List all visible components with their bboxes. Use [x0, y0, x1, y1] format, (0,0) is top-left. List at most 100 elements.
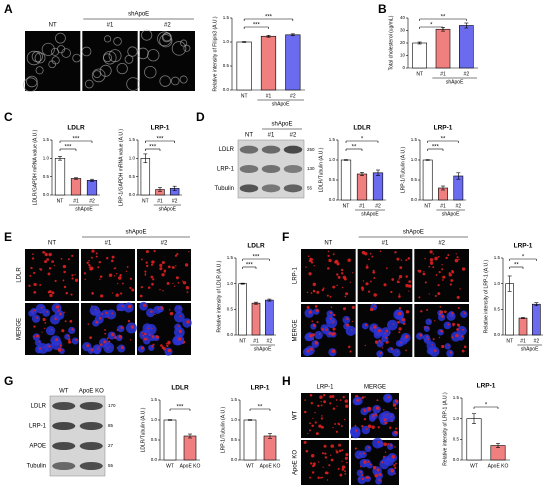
cell [31, 51, 43, 63]
puncta [67, 334, 70, 337]
nucleus [361, 322, 369, 330]
bar [265, 299, 274, 336]
nucleus [64, 333, 71, 340]
bar [435, 28, 451, 69]
puncta [309, 393, 313, 397]
puncta [336, 405, 338, 407]
puncta [346, 323, 350, 327]
puncta [456, 328, 459, 331]
puncta [39, 284, 42, 287]
puncta [41, 331, 43, 333]
puncta [115, 293, 119, 297]
puncta [161, 346, 165, 350]
puncta [398, 307, 402, 310]
x-tick-label: #2 [464, 71, 470, 77]
error-bar [172, 185, 177, 191]
nucleus [148, 344, 155, 351]
puncta [428, 293, 430, 295]
puncta [104, 329, 106, 331]
cell [161, 32, 172, 43]
puncta [320, 400, 322, 403]
marker-label: 55 [307, 186, 313, 191]
nucleus [448, 311, 455, 318]
puncta [33, 309, 37, 312]
group-label: shApoE [446, 79, 464, 85]
nucleus [146, 308, 155, 318]
puncta [147, 338, 149, 341]
puncta [86, 344, 90, 348]
marker-label: 130 [307, 166, 315, 171]
cell [84, 79, 94, 89]
puncta [28, 284, 31, 287]
nucleus [117, 302, 127, 312]
puncta [408, 290, 410, 292]
puncta [392, 323, 395, 325]
puncta [140, 286, 143, 289]
error-bar [360, 172, 364, 176]
puncta [33, 271, 36, 275]
chart-title: LRP-1 [434, 125, 453, 132]
puncta [46, 258, 50, 261]
puncta [162, 290, 164, 292]
puncta [314, 421, 317, 424]
puncta [447, 254, 450, 257]
puncta [35, 334, 39, 338]
puncta [318, 424, 322, 428]
puncta [441, 264, 443, 266]
y-tick-label: 1.5 [227, 255, 234, 260]
puncta [315, 432, 319, 436]
y-tick-label: 0.5 [453, 437, 460, 442]
group-label: shApoE [442, 211, 460, 217]
puncta [372, 269, 375, 272]
row-label: LDLR [17, 267, 23, 283]
puncta [163, 270, 167, 273]
puncta [121, 282, 124, 285]
puncta [62, 349, 64, 351]
x-tick-label: #2 [267, 338, 273, 344]
puncta [384, 421, 388, 425]
puncta [432, 338, 435, 341]
band [52, 402, 76, 410]
puncta [443, 310, 447, 314]
puncta [384, 332, 386, 335]
puncta [365, 265, 369, 269]
puncta [186, 320, 190, 324]
puncta [387, 443, 390, 445]
y-tick-label: 0.5 [43, 174, 50, 179]
puncta [312, 323, 316, 327]
puncta [461, 349, 465, 353]
group-label: shApoE [272, 101, 290, 107]
chart-title: LRP-1 [251, 385, 270, 392]
puncta [449, 351, 453, 354]
puncta [385, 329, 389, 333]
puncta [441, 314, 445, 318]
bar [459, 25, 474, 69]
y-axis-label: Relative intensity of Filipin3 (A.U.) [212, 16, 218, 91]
puncta [178, 337, 182, 341]
puncta [371, 255, 374, 258]
cell [116, 62, 128, 75]
puncta [390, 444, 393, 447]
bar [453, 175, 464, 201]
y-tick-label: 1.0 [129, 156, 136, 161]
error-bar [188, 433, 192, 439]
puncta [420, 310, 423, 313]
puncta [59, 344, 62, 347]
band [239, 165, 259, 173]
puncta [389, 426, 392, 429]
error-bar [74, 177, 78, 180]
nucleus [460, 310, 468, 318]
x-tick-label: NT [506, 338, 513, 344]
puncta [372, 271, 376, 274]
marker-label: 250 [307, 147, 315, 152]
puncta [332, 313, 336, 317]
puncta [396, 257, 400, 261]
sig-label: *** [64, 145, 72, 151]
y-tick-label: 20 [400, 40, 406, 45]
nucleus [354, 450, 364, 459]
puncta [177, 282, 180, 284]
y-tick-label: 0.0 [223, 87, 230, 92]
puncta [398, 281, 400, 283]
puncta [383, 418, 387, 422]
puncta [451, 336, 454, 339]
